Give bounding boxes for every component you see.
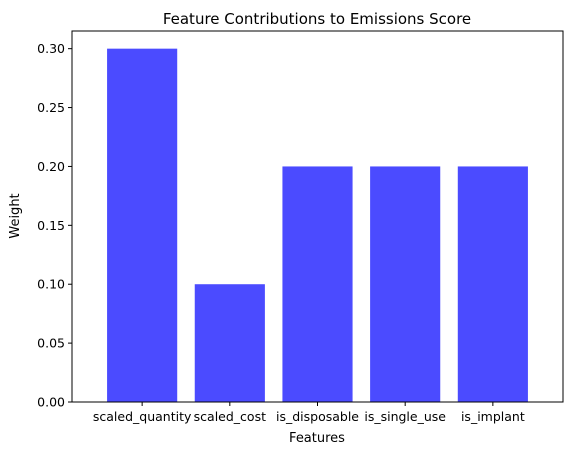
chart-title: Feature Contributions to Emissions Score	[163, 10, 471, 28]
y-tick-label: 0.15	[37, 218, 65, 233]
bar-is-disposable	[282, 166, 353, 402]
x-axis-ticks: scaled_quantity scaled_cost is_disposable i…	[93, 402, 525, 424]
y-tick-label: 0.10	[37, 277, 65, 292]
bar-scaled-quantity	[107, 48, 178, 403]
y-tick-label: 0.20	[37, 159, 65, 174]
x-tick-label: scaled_cost	[194, 409, 266, 424]
y-tick-label: 0.05	[37, 336, 65, 351]
bar-is-single-use	[370, 166, 441, 402]
bars-group	[107, 48, 528, 403]
x-tick-label: is_disposable	[276, 409, 359, 424]
x-axis-label: Features	[289, 431, 345, 446]
y-axis-ticks: 0.00 0.05 0.10 0.15 0.20 0.25 0.30	[37, 41, 72, 410]
y-axis-label: Weight	[8, 193, 23, 238]
bar-scaled-cost	[194, 284, 265, 402]
x-tick-label: is_implant	[461, 409, 525, 424]
bar-is-implant	[457, 166, 528, 402]
y-tick-label: 0.00	[37, 395, 65, 410]
plot-frame	[71, 30, 564, 403]
x-tick-label: scaled_quantity	[93, 409, 192, 424]
x-tick-label: is_single_use	[364, 409, 446, 424]
y-tick-label: 0.25	[37, 100, 65, 115]
y-tick-label: 0.30	[37, 41, 65, 56]
